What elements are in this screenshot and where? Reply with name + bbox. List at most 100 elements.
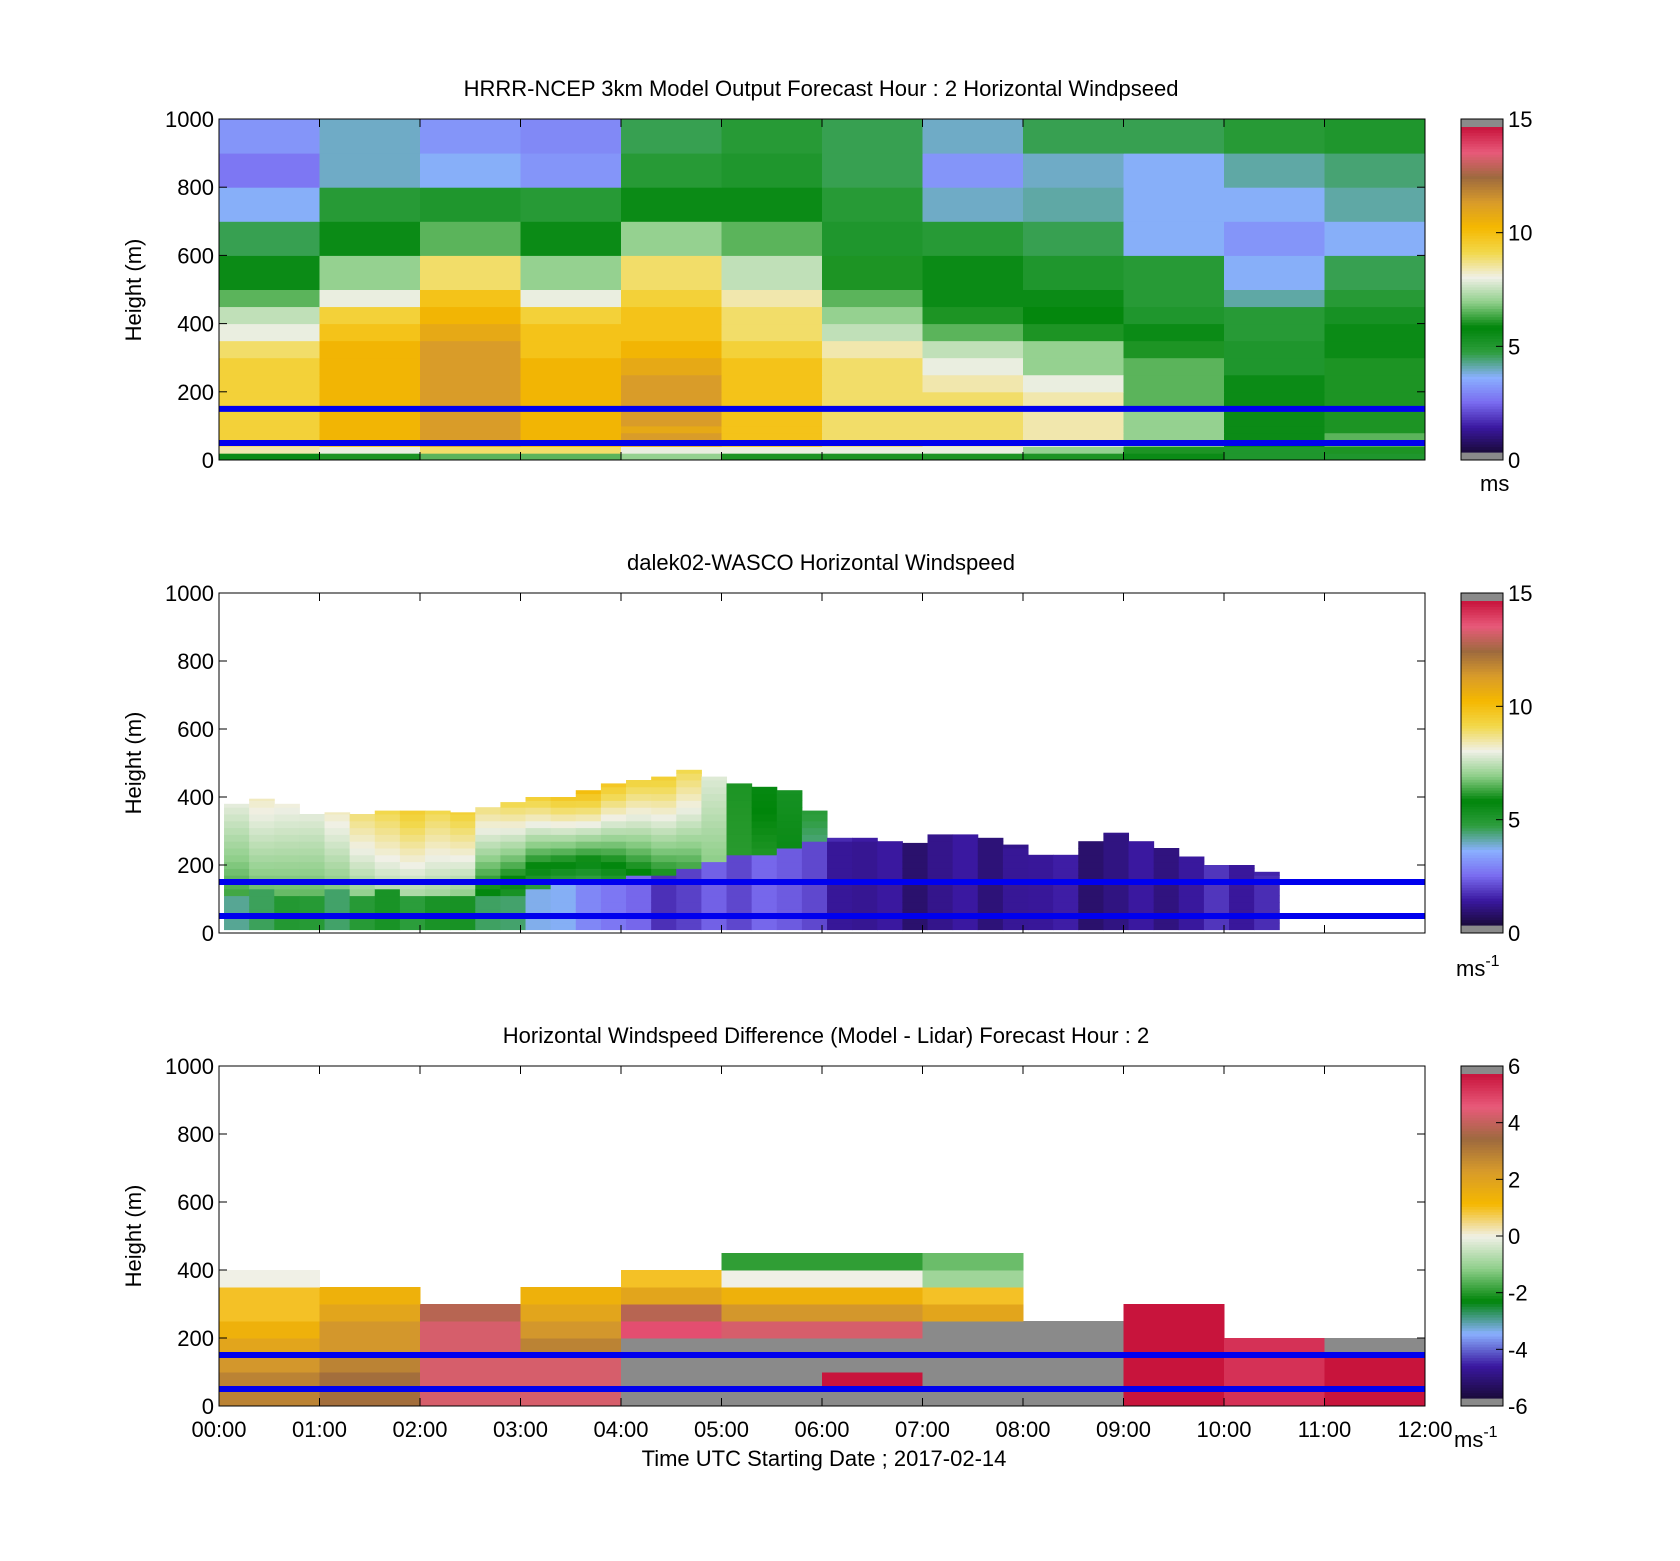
colorbar-segment — [1461, 376, 1503, 380]
colorbar-tick-label: 5 — [1508, 334, 1520, 359]
heatmap-cell — [575, 916, 602, 924]
heatmap-cell — [621, 187, 722, 222]
heatmap-cell — [399, 922, 426, 931]
heatmap-cell — [299, 868, 326, 876]
heatmap-cell — [751, 922, 778, 931]
heatmap-cell — [1123, 425, 1225, 434]
heatmap-cell — [651, 807, 677, 815]
heatmap-cell — [822, 408, 923, 427]
heatmap-cell — [319, 323, 421, 342]
heatmap-cell — [399, 810, 426, 815]
heatmap-cell — [721, 1304, 823, 1322]
heatmap-cell — [701, 827, 728, 835]
heatmap-cell — [977, 837, 1004, 842]
heatmap-cell — [626, 780, 652, 788]
difference-colorbar-unit: ms-1 — [1454, 1424, 1498, 1452]
heatmap-cell — [420, 255, 521, 290]
heatmap-cell — [1224, 187, 1325, 222]
heatmap-cell — [274, 814, 300, 822]
heatmap-cell — [500, 848, 527, 856]
heatmap-cell — [621, 1338, 722, 1356]
heatmap-cell — [877, 854, 903, 863]
heatmap-cell — [822, 1338, 923, 1356]
heatmap-cell — [520, 340, 622, 359]
heatmap-cell — [1123, 453, 1225, 461]
colorbar-segment — [1461, 803, 1503, 807]
colorbar-segment — [1461, 849, 1503, 853]
colorbar-segment — [1461, 879, 1503, 883]
heatmap-cell — [319, 187, 421, 222]
heatmap-cell — [676, 800, 702, 808]
heatmap-cell — [1203, 888, 1230, 897]
heatmap-cell — [600, 814, 627, 822]
y-tick-label: 200 — [177, 1326, 214, 1351]
heatmap-cell — [600, 902, 627, 910]
heatmap-cell — [420, 432, 521, 441]
colorbar-segment — [1461, 1214, 1503, 1218]
colorbar-segment — [1461, 898, 1503, 902]
heatmap-cell — [1153, 902, 1180, 910]
model-title: HRRR-NCEP 3km Model Output Forecast Hour… — [464, 76, 1179, 101]
heatmap-cell — [726, 861, 753, 869]
colorbar-segment — [1461, 887, 1503, 891]
heatmap-cell — [550, 888, 577, 897]
heatmap-cell — [1153, 916, 1180, 924]
heatmap-cell — [219, 1389, 320, 1407]
colorbar-segment — [1461, 1168, 1503, 1172]
heatmap-cell — [751, 882, 778, 890]
heatmap-cell — [1023, 432, 1124, 441]
heatmap-cell — [651, 848, 677, 856]
heatmap-cell — [1028, 875, 1054, 883]
heatmap-cell — [721, 1338, 823, 1356]
heatmap-cell — [1203, 882, 1230, 890]
heatmap-cell — [1002, 844, 1029, 849]
heatmap-cell — [1229, 902, 1255, 910]
heatmap-cell — [651, 814, 677, 822]
heatmap-cell — [224, 803, 250, 808]
heatmap-cell — [751, 834, 778, 842]
heatmap-cell — [420, 408, 521, 427]
heatmap-cell — [600, 854, 627, 863]
heatmap-cell — [319, 425, 421, 434]
heatmap-cell — [420, 153, 521, 188]
heatmap-cell — [977, 875, 1004, 883]
colorbar-segment — [1461, 744, 1503, 748]
heatmap-cell — [520, 1304, 622, 1322]
heatmap-cell — [1103, 909, 1130, 917]
colorbar-segment — [1461, 792, 1503, 796]
heatmap-cell — [219, 323, 320, 342]
colorbar-over-cap — [1461, 119, 1503, 127]
heatmap-cell — [1053, 868, 1079, 876]
heatmap-cell — [1123, 391, 1225, 410]
colorbar-segment — [1461, 754, 1503, 759]
colorbar-segment — [1461, 660, 1503, 664]
colorbar-segment — [1461, 427, 1503, 431]
heatmap-cell — [751, 814, 778, 822]
heatmap-cell — [852, 882, 878, 890]
colorbar-segment — [1461, 373, 1503, 377]
heatmap-cell — [525, 827, 552, 835]
heatmap-cell — [726, 902, 753, 910]
heatmap-cell — [626, 922, 652, 931]
colorbar-segment — [1461, 443, 1503, 448]
heatmap-cell — [224, 841, 250, 849]
colorbar-frame — [1460, 118, 1504, 461]
colorbar-segment — [1461, 835, 1503, 840]
heatmap-cell — [676, 895, 702, 903]
colorbar-segment — [1461, 922, 1503, 926]
colorbar-segment — [1461, 338, 1503, 342]
heatmap-cell — [425, 882, 451, 890]
heatmap-cell — [877, 916, 903, 924]
heatmap-cell — [425, 909, 451, 917]
heatmap-cell — [922, 221, 1024, 256]
heatmap-cell — [726, 814, 753, 822]
heatmap-cell — [902, 922, 929, 931]
heatmap-cell — [219, 221, 320, 256]
heatmap-cell — [1028, 922, 1054, 931]
heatmap-cell — [626, 888, 652, 897]
colorbar-segment — [1461, 657, 1503, 661]
heatmap-cell — [1224, 1372, 1325, 1390]
colorbar-segment — [1461, 1379, 1503, 1383]
heatmap-cell — [776, 790, 803, 795]
colorbar-segment — [1461, 811, 1503, 815]
